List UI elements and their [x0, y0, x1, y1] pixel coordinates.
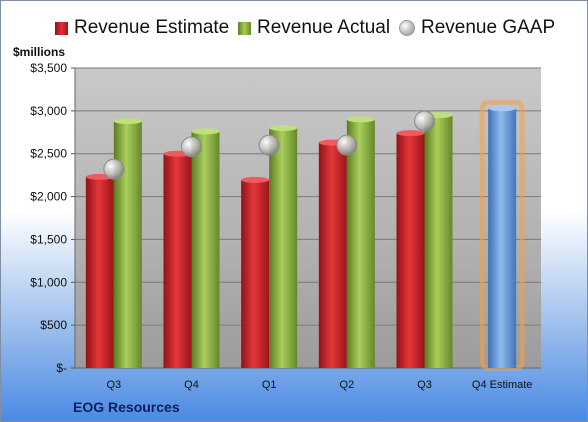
marker-revenue-gaap [103, 158, 125, 180]
y-tick-label: $1,500 [30, 232, 67, 246]
bar-revenue-actual [346, 119, 375, 368]
marker-revenue-gaap [336, 134, 358, 156]
legend-item-estimate: Revenue Estimate [55, 17, 229, 39]
bar-revenue-estimate-forecast [488, 108, 517, 369]
bar-revenue-estimate [85, 176, 114, 368]
y-axis-unit-label: $millions [13, 45, 66, 59]
bar-cap [191, 128, 220, 135]
legend-label-estimate: Revenue Estimate [74, 17, 230, 38]
legend-label-gaap: Revenue GAAP [421, 17, 556, 38]
x-tick-label: Q2 [339, 379, 354, 391]
y-tick-label: $3,500 [30, 61, 67, 75]
bar-cap [241, 176, 270, 183]
bar-cap [113, 118, 142, 125]
x-tick-label: Q3 [106, 379, 121, 391]
legend: Revenue Estimate Revenue Actual Revenue … [1, 17, 587, 41]
bar-cap [488, 105, 517, 112]
legend-item-gaap: Revenue GAAP [399, 17, 555, 39]
legend-swatch-actual [238, 21, 251, 35]
marker-revenue-gaap [258, 134, 280, 156]
bar-cap [396, 130, 425, 137]
bar-cap [346, 116, 375, 123]
x-tick-label: Q4 [184, 379, 199, 391]
bar-revenue-actual [424, 115, 453, 369]
y-tick-label: $1,000 [30, 275, 67, 289]
bar-revenue-estimate [396, 133, 425, 368]
legend-item-actual: Revenue Actual [238, 17, 390, 39]
y-tick-label: $2,000 [30, 190, 67, 204]
y-tick-label: $500 [40, 318, 67, 332]
legend-label-actual: Revenue Actual [257, 17, 391, 38]
y-tick-label: $2,500 [30, 147, 67, 161]
x-tick-label: Q3 [417, 379, 432, 391]
bar-revenue-actual [113, 121, 142, 369]
legend-swatch-gaap [399, 20, 415, 36]
x-tick-label: Q1 [262, 379, 277, 391]
bar-revenue-estimate [241, 179, 270, 368]
marker-revenue-gaap [414, 110, 435, 132]
bar-revenue-estimate [163, 153, 192, 368]
plot-area [75, 68, 541, 368]
bar-revenue-actual [269, 128, 298, 368]
y-tick-label: $3,000 [30, 104, 67, 118]
marker-revenue-gaap [181, 136, 202, 158]
legend-swatch-estimate [55, 21, 68, 35]
bar-revenue-actual [191, 131, 220, 368]
y-tick-label: $- [56, 361, 67, 375]
bar-cap [269, 125, 298, 131]
x-tick-label: Q4 Estimate [472, 379, 533, 391]
company-name: EOG Resources [73, 399, 180, 415]
bar-revenue-estimate [318, 142, 347, 368]
